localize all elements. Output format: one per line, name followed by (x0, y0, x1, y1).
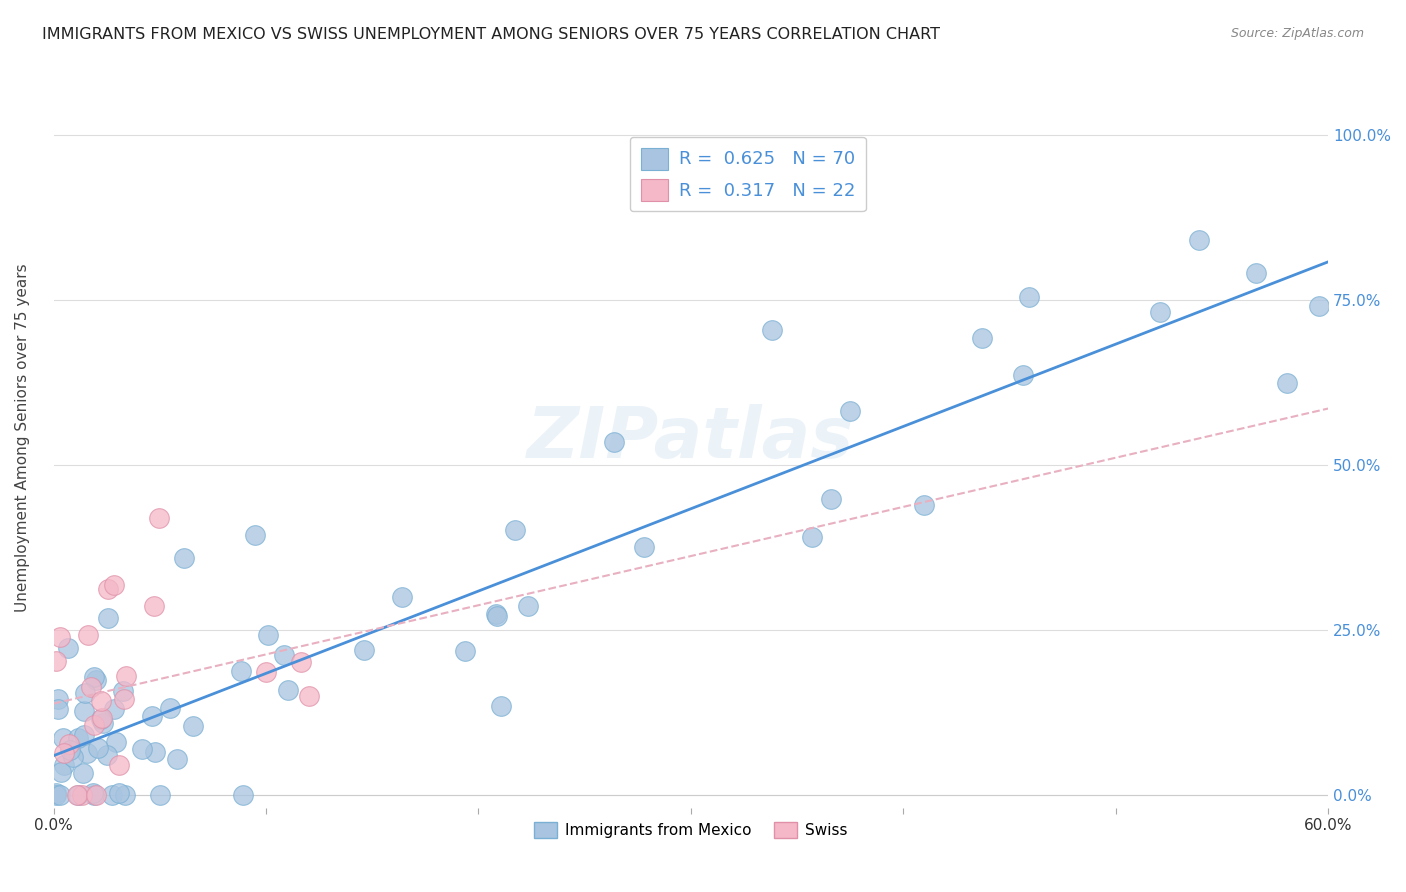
Point (58, 640, 80, 655)
Point (297, 689, 319, 703)
Point (73, 704, 96, 718)
Point (108, 786, 131, 800)
Point (912, 498, 935, 512)
Point (257, 627, 280, 641)
Point (103, 578, 125, 592)
Point (72, 765, 94, 780)
Point (503, 523, 526, 537)
Point (115, 668, 138, 682)
Point (143, 745, 166, 759)
Point (96, 747, 118, 762)
Point (290, 656, 312, 670)
Point (80, 680, 103, 694)
Point (52, 747, 75, 761)
Point (1012, 368, 1035, 382)
Point (489, 698, 512, 713)
Point (485, 607, 508, 622)
Point (820, 492, 842, 507)
Point (73, 685, 96, 699)
Point (800, 530, 823, 544)
Point (97, 610, 120, 624)
Text: ZIPatlas: ZIPatlas (527, 404, 855, 473)
Point (66, 788, 89, 802)
Point (1275, 376, 1298, 390)
Point (173, 551, 195, 566)
Point (84, 788, 107, 802)
Point (103, 702, 125, 716)
Point (166, 752, 188, 766)
Point (90, 694, 112, 708)
Text: IMMIGRANTS FROM MEXICO VS SWISS UNEMPLOYMENT AMONG SENIORS OVER 75 YEARS CORRELA: IMMIGRANTS FROM MEXICO VS SWISS UNEMPLOY… (42, 27, 941, 42)
Point (143, 599, 166, 613)
Point (112, 683, 135, 698)
Point (46, 702, 69, 716)
Point (517, 599, 540, 614)
Point (1149, 305, 1171, 319)
Point (131, 742, 153, 756)
Point (454, 643, 477, 657)
Legend: Immigrants from Mexico, Swiss: Immigrants from Mexico, Swiss (529, 816, 853, 845)
Point (96, 582, 118, 596)
Point (49, 788, 72, 802)
Point (76, 628, 98, 642)
Point (141, 709, 163, 723)
Point (149, 788, 172, 802)
Point (87, 741, 110, 756)
Point (70, 788, 93, 802)
Point (603, 434, 626, 449)
Point (232, 788, 254, 802)
Point (67, 731, 90, 746)
Point (91, 716, 114, 731)
Point (181, 718, 204, 732)
Point (58, 738, 80, 752)
Point (114, 788, 136, 802)
Point (112, 691, 135, 706)
Point (1188, 233, 1211, 247)
Point (59, 742, 82, 756)
Point (273, 648, 295, 663)
Point (82, 786, 104, 800)
Point (1018, 290, 1040, 304)
Point (51, 764, 73, 779)
Point (353, 643, 375, 657)
Point (1308, 299, 1330, 313)
Point (243, 527, 266, 541)
Point (49, 630, 72, 644)
Point (486, 609, 509, 624)
Point (633, 540, 655, 554)
Point (277, 682, 299, 697)
Point (46, 691, 69, 706)
Point (83, 670, 105, 684)
Point (972, 331, 994, 345)
Point (76, 746, 98, 760)
Point (83, 718, 105, 732)
Point (839, 404, 862, 418)
Point (66, 788, 89, 802)
Point (83, 788, 105, 802)
Point (761, 323, 783, 337)
Point (148, 511, 170, 525)
Point (62, 749, 84, 764)
Point (45, 787, 67, 801)
Point (254, 665, 277, 680)
Point (391, 590, 413, 604)
Point (108, 758, 131, 772)
Point (45, 788, 67, 802)
Y-axis label: Unemployment Among Seniors over 75 years: Unemployment Among Seniors over 75 years (15, 264, 30, 613)
Point (90, 712, 112, 726)
Point (84, 673, 107, 688)
Point (73, 727, 96, 741)
Point (105, 735, 128, 749)
Point (52, 731, 75, 746)
Point (101, 788, 124, 802)
Point (159, 700, 181, 714)
Point (229, 664, 252, 678)
Point (53, 757, 76, 772)
Text: Source: ZipAtlas.com: Source: ZipAtlas.com (1230, 27, 1364, 40)
Point (1244, 266, 1267, 280)
Point (91, 711, 114, 725)
Point (45, 654, 67, 668)
